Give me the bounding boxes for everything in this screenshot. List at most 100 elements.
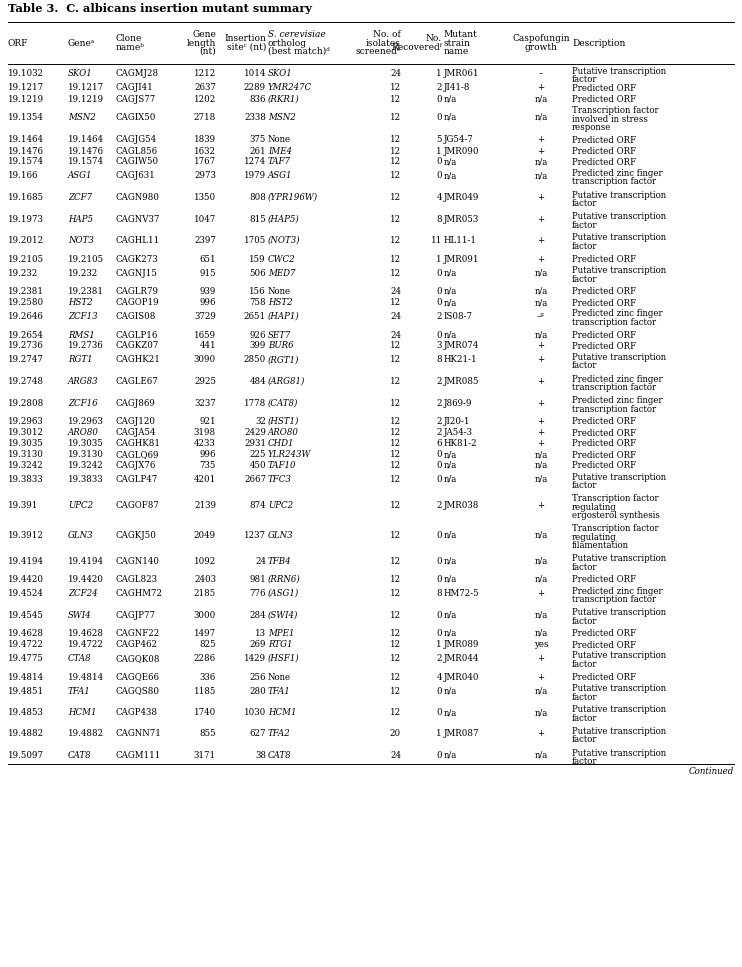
Text: factor: factor (572, 714, 597, 723)
Text: None: None (268, 287, 291, 296)
Text: 19.2105: 19.2105 (8, 254, 44, 263)
Text: n/a: n/a (534, 461, 548, 470)
Text: HAP5: HAP5 (68, 215, 93, 223)
Text: +: + (537, 193, 545, 202)
Text: CAGLP16: CAGLP16 (116, 331, 158, 339)
Text: CAGLE67: CAGLE67 (116, 377, 159, 386)
Text: JMR053: JMR053 (444, 215, 479, 223)
Text: 3: 3 (436, 341, 442, 350)
Text: 12: 12 (390, 236, 401, 245)
Text: 2: 2 (436, 312, 442, 321)
Text: Predicted zinc finger: Predicted zinc finger (572, 309, 663, 318)
Text: +: + (537, 83, 545, 93)
Text: 336: 336 (200, 672, 216, 682)
Text: n/a: n/a (534, 113, 548, 122)
Text: (ASG1): (ASG1) (268, 589, 299, 598)
Text: CAGJP77: CAGJP77 (116, 610, 156, 620)
Text: 3000: 3000 (194, 610, 216, 620)
Text: 2: 2 (436, 417, 442, 426)
Text: 8: 8 (436, 215, 442, 223)
Text: 19.1476: 19.1476 (8, 146, 44, 156)
Text: 1014: 1014 (243, 70, 266, 78)
Text: ZCF24: ZCF24 (68, 589, 98, 598)
Text: 19.3242: 19.3242 (8, 461, 44, 470)
Text: Predicted ORF: Predicted ORF (572, 255, 636, 264)
Text: transcription factor: transcription factor (572, 383, 656, 392)
Text: 19.4882: 19.4882 (68, 729, 104, 739)
Text: 3198: 3198 (194, 428, 216, 437)
Text: 4233: 4233 (194, 439, 216, 448)
Text: 19.4420: 19.4420 (68, 575, 104, 584)
Text: SKO1: SKO1 (268, 70, 293, 78)
Text: (HSF1): (HSF1) (268, 654, 300, 663)
Text: 0: 0 (436, 575, 442, 584)
Text: ARO80: ARO80 (268, 428, 299, 437)
Text: +: + (537, 236, 545, 245)
Text: SET7: SET7 (268, 331, 292, 339)
Text: +: + (537, 398, 545, 407)
Text: CAGP462: CAGP462 (116, 640, 158, 649)
Text: 24: 24 (390, 70, 401, 78)
Text: CAGP438: CAGP438 (116, 708, 158, 717)
Text: 19.1464: 19.1464 (8, 135, 44, 144)
Text: GLN3: GLN3 (268, 531, 294, 540)
Text: 0: 0 (436, 461, 442, 470)
Text: 1185: 1185 (194, 687, 216, 695)
Text: 19.2646: 19.2646 (8, 312, 44, 321)
Text: +: + (537, 428, 545, 437)
Text: +: + (537, 672, 545, 682)
Text: 13: 13 (255, 629, 266, 638)
Text: Predicted ORF: Predicted ORF (572, 299, 636, 308)
Text: 0: 0 (436, 556, 442, 566)
Text: CAGJ631: CAGJ631 (116, 171, 156, 181)
Text: 996: 996 (200, 298, 216, 307)
Text: 2931: 2931 (244, 439, 266, 448)
Text: strain: strain (444, 39, 471, 47)
Text: 0: 0 (436, 158, 442, 166)
Text: 0: 0 (436, 450, 442, 459)
Text: 19.2736: 19.2736 (8, 341, 44, 350)
Text: (YPR196W): (YPR196W) (268, 193, 318, 202)
Text: +: + (537, 215, 545, 223)
Text: None: None (268, 672, 291, 682)
Text: JMR090: JMR090 (444, 146, 479, 156)
Text: Predicted ORF: Predicted ORF (572, 428, 636, 437)
Text: (HAP1): (HAP1) (268, 312, 300, 321)
Text: 12: 12 (390, 589, 401, 598)
Text: 19.3833: 19.3833 (68, 475, 104, 484)
Text: 921: 921 (200, 417, 216, 426)
Text: n/a: n/a (534, 751, 548, 760)
Text: 12: 12 (390, 475, 401, 484)
Text: Predicted ORF: Predicted ORF (572, 673, 636, 682)
Text: 1: 1 (436, 146, 442, 156)
Text: ZCF7: ZCF7 (68, 193, 92, 202)
Text: CAGHK21: CAGHK21 (116, 356, 161, 365)
Text: 1350: 1350 (194, 193, 216, 202)
Text: n/a: n/a (444, 287, 457, 296)
Text: 0: 0 (436, 687, 442, 695)
Text: n/a: n/a (444, 475, 457, 484)
Text: 2286: 2286 (194, 654, 216, 663)
Text: 19.1354: 19.1354 (8, 113, 44, 122)
Text: 19.1219: 19.1219 (8, 95, 44, 103)
Text: 915: 915 (200, 269, 216, 278)
Text: 0: 0 (436, 629, 442, 638)
Text: Predicted ORF: Predicted ORF (572, 158, 636, 167)
Text: CAGHM72: CAGHM72 (116, 589, 163, 598)
Text: factor: factor (572, 199, 597, 208)
Text: regulating: regulating (572, 503, 617, 512)
Text: 12: 12 (390, 254, 401, 263)
Text: Gene: Gene (192, 30, 216, 39)
Text: growth: growth (525, 43, 557, 52)
Text: 1497: 1497 (194, 629, 216, 638)
Text: J869-9: J869-9 (444, 398, 473, 407)
Text: n/a: n/a (534, 158, 548, 166)
Text: response: response (572, 123, 611, 132)
Text: 19.5097: 19.5097 (8, 751, 44, 760)
Text: 12: 12 (390, 135, 401, 144)
Text: 2: 2 (436, 501, 442, 510)
Text: 825: 825 (200, 640, 216, 649)
Text: ortholog: ortholog (268, 39, 307, 47)
Text: CAGM111: CAGM111 (116, 751, 161, 760)
Text: 19.2748: 19.2748 (8, 377, 44, 386)
